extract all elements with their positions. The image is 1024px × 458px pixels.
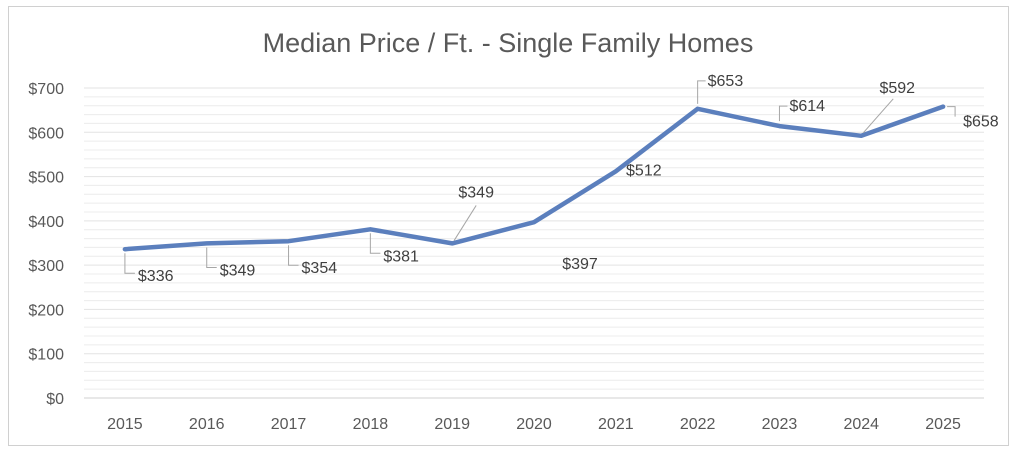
- data-label: $512: [626, 162, 662, 179]
- chart-frame: [8, 6, 1009, 446]
- data-label: $658: [963, 114, 999, 131]
- data-label: $349: [220, 262, 256, 279]
- x-tick-label: 2015: [107, 416, 143, 433]
- x-tick-label: 2019: [434, 416, 470, 433]
- x-tick-label: 2025: [925, 416, 961, 433]
- x-tick-label: 2016: [189, 416, 225, 433]
- y-tick-label: $200: [28, 302, 64, 319]
- label-leader-line: [369, 233, 381, 254]
- x-tick-label: 2024: [843, 416, 879, 433]
- y-axis: $0 $100 $200 $300 $400 $500 $600 $700: [28, 81, 64, 408]
- y-tick-label: $100: [28, 347, 64, 364]
- y-tick-label: $600: [28, 125, 64, 142]
- x-tick-label: 2020: [516, 416, 552, 433]
- y-tick-label: $300: [28, 258, 64, 275]
- y-tick-label: $0: [46, 391, 64, 408]
- x-tick-label: 2017: [271, 416, 307, 433]
- label-leader-line: [862, 98, 894, 134]
- data-label: $381: [383, 248, 419, 265]
- label-leader-line: [947, 106, 956, 117]
- x-axis: 2015 2016 2017 2018 2019 2020 2021 2022 2023 2024…: [107, 416, 961, 433]
- label-leader-line: [778, 105, 788, 122]
- x-tick-label: 2023: [762, 416, 798, 433]
- chart-title: Median Price / Ft. - Single Family Homes: [263, 28, 754, 58]
- data-label: $397: [562, 256, 598, 273]
- label-leader-line: [288, 245, 299, 266]
- label-leader-line: [697, 80, 706, 104]
- label-leader-line: [124, 253, 135, 274]
- data-labels: $336 $349 $354 $381 $349 $397 $512 $653 $614 $592…: [124, 73, 999, 285]
- x-tick-label: 2018: [353, 416, 389, 433]
- y-tick-label: $400: [28, 214, 64, 231]
- x-tick-label: 2021: [598, 416, 634, 433]
- label-leader-line: [206, 247, 217, 268]
- y-tick-label: $500: [28, 170, 64, 187]
- data-label: $592: [879, 80, 915, 97]
- data-label: $336: [138, 268, 174, 285]
- label-leader-line: [453, 205, 477, 241]
- data-label: $614: [789, 98, 825, 115]
- series-line: [122, 104, 946, 252]
- data-label: $354: [302, 260, 338, 277]
- gridlines: [84, 87, 984, 399]
- data-label: $349: [458, 184, 494, 201]
- y-tick-label: $700: [28, 81, 64, 98]
- series-group: [122, 104, 946, 252]
- data-label: $653: [708, 73, 744, 90]
- x-tick-label: 2022: [680, 416, 716, 433]
